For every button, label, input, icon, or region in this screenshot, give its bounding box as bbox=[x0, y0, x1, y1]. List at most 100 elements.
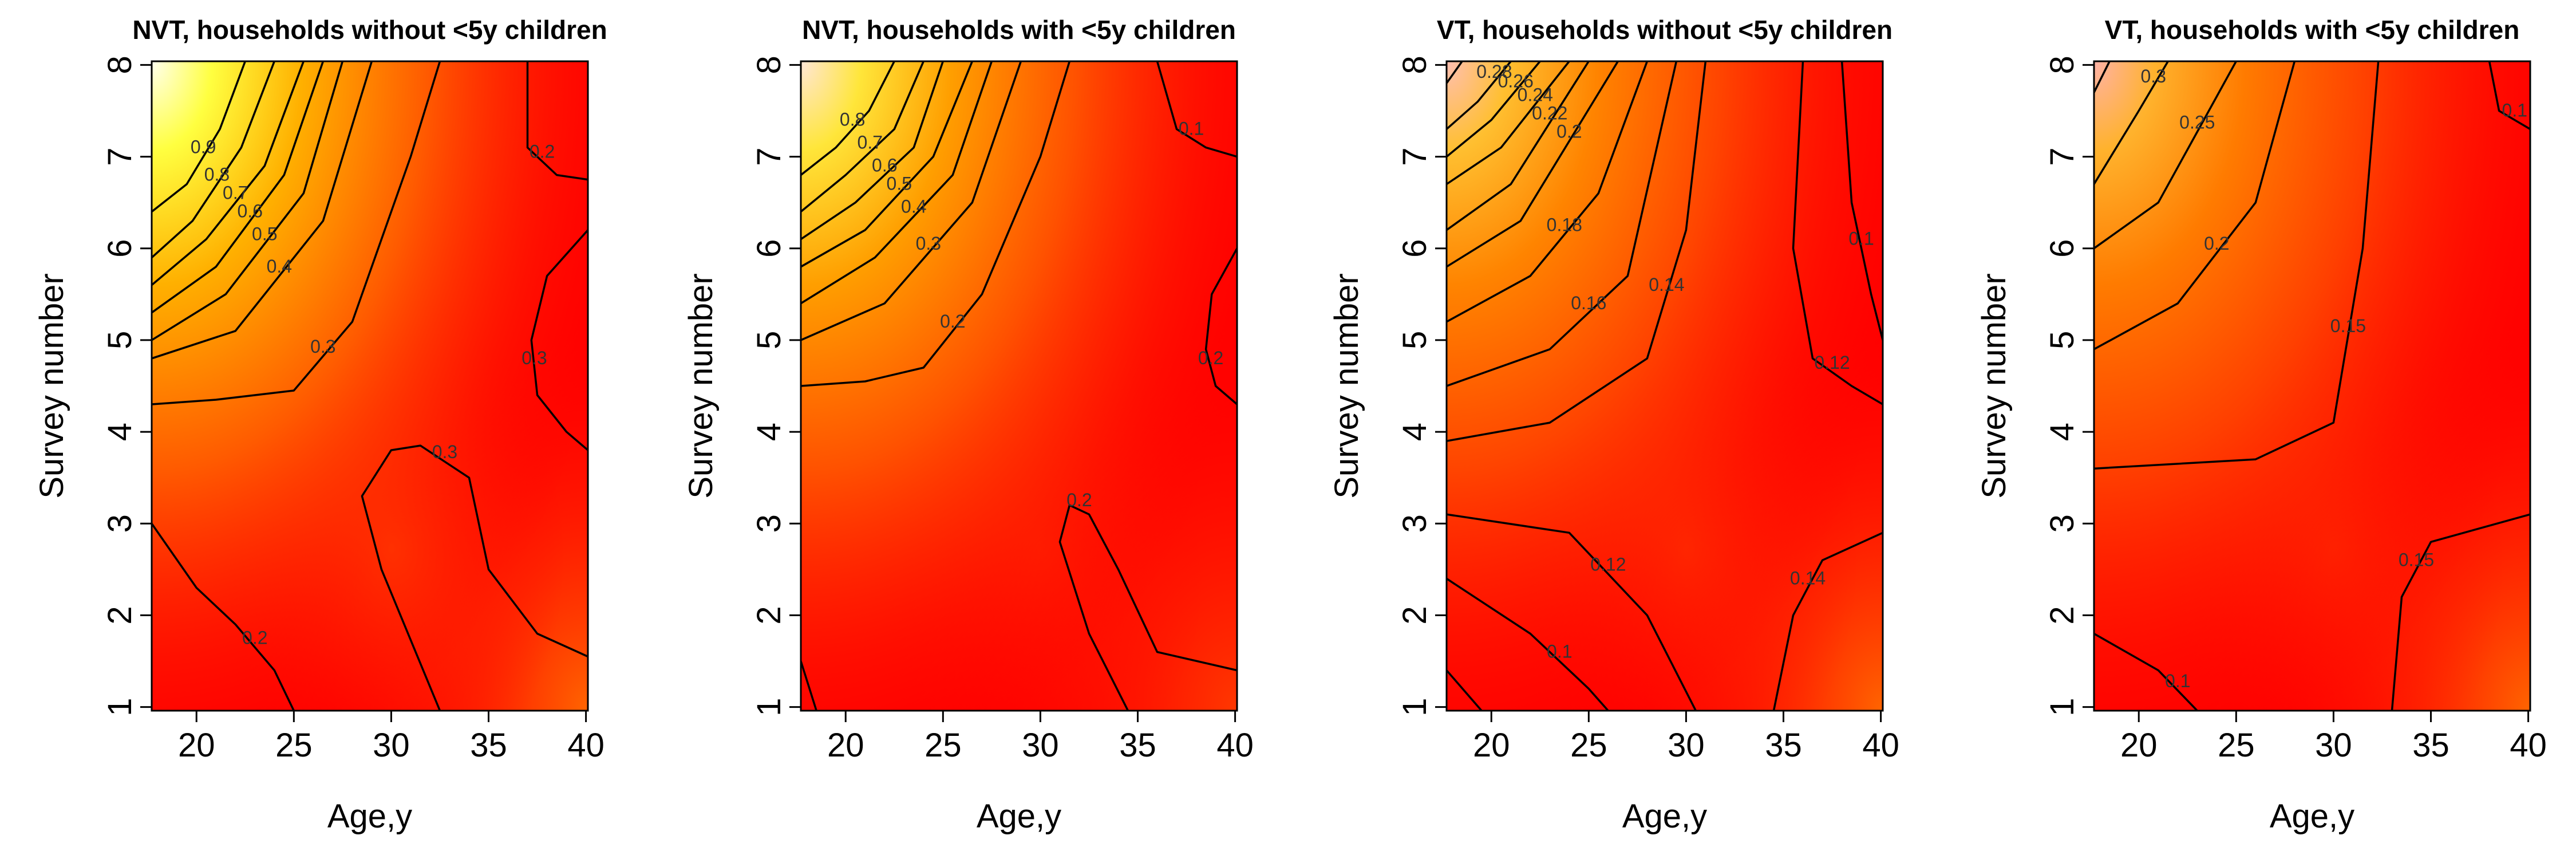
contour-label: 0.2 bbox=[530, 141, 555, 162]
x-axis-label: Age,y bbox=[1622, 798, 1707, 835]
contour-label: 0.24 bbox=[1518, 84, 1553, 105]
panel: 0.3 0.25 0.2 0.15 0.1 0.15 0.1 20 25 30 35 40 1 2 3 4 5 6… bbox=[1976, 15, 2547, 835]
contour-line bbox=[1772, 531, 1883, 711]
contour-line bbox=[1447, 61, 1541, 157]
contour-label: 0.8 bbox=[840, 109, 865, 130]
contour-line bbox=[2094, 632, 2198, 711]
contour-label: 0.7 bbox=[223, 183, 248, 203]
contour-line bbox=[801, 61, 974, 268]
y-tick-label: 6 bbox=[750, 239, 788, 258]
contour-line bbox=[2094, 61, 2237, 250]
panel: 0.280.260.240.220.20.180.160.140.10.120.… bbox=[1328, 15, 1899, 835]
y-axis-label: Survey number bbox=[1328, 273, 1365, 498]
contour-line bbox=[1447, 61, 1707, 442]
y-tick-label: 3 bbox=[1396, 514, 1433, 533]
y-tick-label: 6 bbox=[1396, 239, 1433, 258]
y-tick-label: 8 bbox=[2044, 56, 2081, 74]
contour-line bbox=[1447, 61, 1570, 186]
x-tick-label: 20 bbox=[1473, 727, 1510, 764]
x-tick-label: 35 bbox=[470, 727, 507, 764]
contour-label: 0.28 bbox=[1476, 61, 1512, 82]
y-tick-label: 5 bbox=[101, 331, 139, 349]
y-tick-label: 3 bbox=[101, 514, 139, 533]
x-tick-label: 20 bbox=[178, 727, 215, 764]
x-tick-label: 30 bbox=[2315, 727, 2352, 764]
contour-line bbox=[2094, 61, 2296, 350]
y-tick-label: 5 bbox=[1396, 331, 1433, 349]
x-tick-label: 25 bbox=[924, 727, 962, 764]
y-tick-label: 2 bbox=[750, 606, 788, 624]
heat-hot bbox=[2094, 61, 2530, 711]
y-tick-label: 5 bbox=[2044, 331, 2081, 349]
contour-label: 0.5 bbox=[887, 174, 912, 194]
contour-line bbox=[152, 61, 325, 314]
x-tick-label: 20 bbox=[2120, 727, 2158, 764]
contour-label: 0.2 bbox=[1066, 490, 1092, 510]
chart-title: VT, households without <5y children bbox=[1437, 15, 1893, 45]
y-tick-label: 2 bbox=[1396, 606, 1433, 624]
contour-label: 0.14 bbox=[1790, 568, 1826, 588]
x-tick-label: 25 bbox=[275, 727, 313, 764]
contour-line bbox=[1447, 61, 1590, 231]
contour-label: 0.1 bbox=[2502, 100, 2527, 121]
y-tick-label: 5 bbox=[750, 331, 788, 349]
x-tick-label: 30 bbox=[1668, 727, 1705, 764]
contour-label: 0.8 bbox=[204, 164, 230, 185]
x-tick-label: 20 bbox=[827, 727, 864, 764]
heat-hot bbox=[1447, 61, 1883, 711]
contour-line bbox=[801, 61, 895, 176]
contour-label: 0.3 bbox=[432, 442, 457, 462]
contour-line bbox=[1156, 61, 1237, 158]
contour-label: 0.4 bbox=[901, 196, 926, 217]
contour-line bbox=[2488, 61, 2530, 131]
contour-label: 0.26 bbox=[1498, 70, 1534, 91]
contour-label: 0.22 bbox=[1532, 103, 1567, 123]
contour-label: 0.25 bbox=[2179, 112, 2215, 132]
y-tick-label: 8 bbox=[101, 56, 139, 74]
contours: 0.280.260.240.220.2 0.18 0.16 0.14 0.1 0.12 0.… bbox=[1447, 61, 1883, 711]
y-tick-label: 4 bbox=[101, 423, 139, 441]
y-tick-label: 4 bbox=[2044, 423, 2081, 441]
contour-label: 0.1 bbox=[1547, 641, 1572, 662]
chart-title: NVT, households with <5y children bbox=[802, 15, 1236, 45]
contour-label: 0.3 bbox=[916, 233, 941, 254]
plot-frame bbox=[1445, 60, 1884, 712]
y-tick-label: 4 bbox=[1396, 423, 1433, 441]
contour-line bbox=[152, 61, 275, 259]
contour-label: 0.4 bbox=[267, 256, 292, 277]
x-tick-label: 25 bbox=[2218, 727, 2255, 764]
heat-hot bbox=[801, 61, 1237, 711]
contour-line bbox=[152, 61, 441, 405]
contour-label: 0.7 bbox=[858, 132, 883, 153]
contour-line bbox=[1447, 61, 1649, 323]
contour-label: 0.12 bbox=[1814, 352, 1850, 373]
y-tick-label: 3 bbox=[2044, 514, 2081, 533]
x-tick-label: 30 bbox=[373, 727, 410, 764]
y-tick-label: 8 bbox=[1396, 56, 1433, 74]
y-tick-label: 4 bbox=[750, 423, 788, 441]
contour-line bbox=[1447, 61, 1678, 387]
y-tick-label: 8 bbox=[750, 56, 788, 74]
contour-label: 0.1 bbox=[1848, 228, 1874, 249]
contour-label: 0.15 bbox=[2399, 549, 2434, 570]
contour-label: 0.18 bbox=[1547, 215, 1582, 235]
heat-hot bbox=[152, 61, 588, 711]
y-tick-label: 3 bbox=[750, 514, 788, 533]
contour-line bbox=[801, 61, 1022, 341]
contour-label: 0.1 bbox=[2165, 671, 2190, 691]
y-tick-label: 7 bbox=[750, 147, 788, 166]
contour-label: 0.2 bbox=[1198, 348, 1223, 368]
contour-line bbox=[152, 61, 373, 360]
x-tick-label: 25 bbox=[1570, 727, 1607, 764]
y-tick-label: 2 bbox=[2044, 606, 2081, 624]
plot-frame bbox=[2093, 60, 2531, 712]
contour-label: 0.9 bbox=[191, 137, 216, 157]
contour-line bbox=[2094, 61, 2169, 185]
y-tick-label: 6 bbox=[101, 239, 139, 258]
x-tick-label: 35 bbox=[1765, 727, 1802, 764]
contour-label: 0.6 bbox=[238, 201, 263, 222]
contour-label: 0.3 bbox=[521, 348, 547, 368]
contour-line bbox=[2094, 61, 2111, 93]
x-tick-label: 40 bbox=[1862, 727, 1899, 764]
